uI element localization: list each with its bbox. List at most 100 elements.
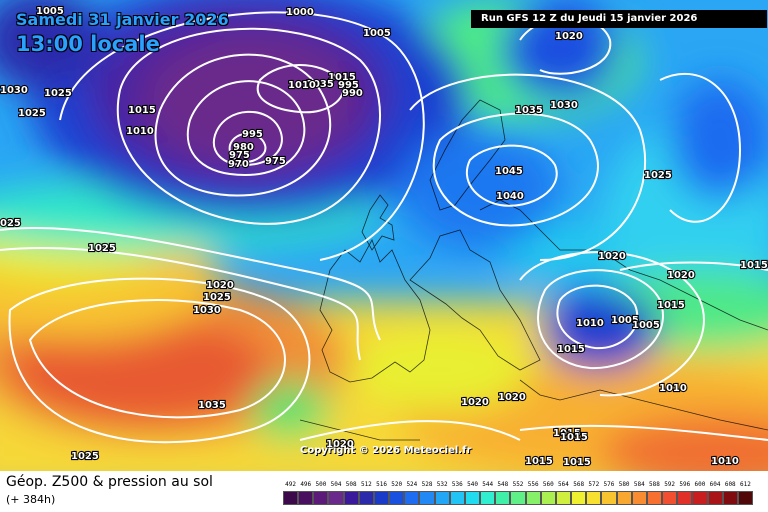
- scale-tick-label: 580: [618, 481, 630, 488]
- scale-tick-label: 560: [542, 481, 554, 488]
- pressure-label: 990: [342, 88, 363, 99]
- pressure-label: 995: [242, 129, 263, 140]
- scale-swatch: [540, 491, 556, 505]
- scale-tick-label: 600: [694, 481, 706, 488]
- copyright-notice: Copyright © 2026 Meteociel.fr: [300, 445, 472, 456]
- scale-swatch: [707, 491, 723, 505]
- scale-swatch: [313, 491, 329, 505]
- pressure-label: 980: [233, 142, 254, 153]
- pressure-label: 975: [265, 156, 286, 167]
- pressure-labels: 1005 1000 1005 1030 1025 1025 1015 1010 …: [0, 5, 768, 469]
- scale-tick-label: 564: [558, 481, 569, 488]
- scale-tick-label: 568: [573, 481, 585, 488]
- scale-swatch: [722, 491, 738, 505]
- pressure-label: 1005: [36, 6, 64, 17]
- pressure-label: 1020: [667, 270, 695, 281]
- pressure-label: 995: [338, 80, 359, 91]
- scale-tick-label: 500: [315, 481, 327, 488]
- pressure-label: 1015: [328, 72, 356, 83]
- pressure-label: 1020: [461, 397, 489, 408]
- scale-swatch: [434, 491, 450, 505]
- scale-swatch: [343, 491, 359, 505]
- scale-tick-label: 532: [436, 481, 448, 488]
- scale-tick-label: 516: [376, 481, 387, 488]
- pressure-label: 1000: [286, 7, 314, 18]
- scale-swatch: [328, 491, 344, 505]
- scale-tick-label: 552: [512, 481, 524, 488]
- pressure-label: 1025: [18, 108, 46, 119]
- scale-swatch: [404, 491, 420, 505]
- scale-tick-label: 556: [527, 481, 539, 488]
- pressure-label: 1020: [326, 439, 354, 450]
- pressure-label: 1020: [598, 251, 626, 262]
- pressure-label: 1010: [711, 456, 739, 467]
- scale-swatch: [586, 491, 602, 505]
- scale-tick-label: 544: [482, 481, 494, 488]
- pressure-label: 1005: [363, 28, 391, 39]
- pressure-label: 1020: [206, 280, 234, 291]
- pressure-label: 1035: [515, 105, 543, 116]
- scale-tick-label: 520: [391, 481, 403, 488]
- scale-tick-label: 604: [709, 481, 721, 488]
- scale-swatch: [616, 491, 632, 505]
- run-info: Run GFS 12 Z du Jeudi 15 janvier 2026: [471, 10, 767, 28]
- scale-swatch: [373, 491, 390, 505]
- scale-tick-label: 492: [285, 481, 296, 488]
- scale-swatch: [555, 491, 572, 505]
- scale-swatch: [283, 491, 299, 505]
- scale-tick-label: 536: [451, 481, 463, 488]
- pressure-label: 025: [0, 218, 21, 229]
- scale-tick-label: 548: [497, 481, 509, 488]
- scale-tick-label: 576: [603, 481, 615, 488]
- forecast-offset: (+ 384h): [6, 493, 56, 506]
- scale-tick-label: 508: [345, 481, 357, 488]
- pressure-label: 1010: [126, 126, 154, 137]
- scale-swatch: [692, 491, 708, 505]
- color-scale: 492 496 500 504 508 512 516 520 524 528 532 536 540 5…: [283, 481, 753, 507]
- pressure-label: 1020: [555, 31, 583, 42]
- pressure-label: 1025: [203, 292, 231, 303]
- forecast-time: 13:00 locale: [16, 32, 160, 56]
- scale-swatch: [677, 491, 693, 505]
- forecast-date: Samedi 31 janvier 2026: [16, 10, 229, 29]
- geopotential-field: 1005 1000 1005 1030 1025 1025 1015 1010 …: [0, 0, 768, 471]
- pressure-label: 1030: [193, 305, 221, 316]
- pressure-label: 1015: [553, 428, 581, 439]
- scale-swatch: [631, 491, 647, 505]
- scale-tick-label: 612: [739, 481, 751, 488]
- pressure-label: 1035: [198, 400, 226, 411]
- scale-tick-label: 592: [664, 481, 676, 488]
- scale-tick-label: 572: [588, 481, 600, 488]
- scale-tick-label: 588: [649, 481, 660, 488]
- scale-tick-label: 596: [679, 481, 691, 488]
- legend-footer: Géop. Z500 & pression au sol (+ 384h) 49…: [0, 471, 768, 512]
- scale-swatch: [480, 491, 496, 505]
- scale-swatch: [464, 491, 481, 505]
- isobars: [0, 11, 768, 444]
- scale-swatch: [419, 491, 435, 505]
- scale-swatch: [646, 491, 663, 505]
- scale-tick-label: 540: [467, 481, 478, 488]
- scale-swatch: [571, 491, 587, 505]
- pressure-label: 1025: [88, 243, 116, 254]
- scale-swatch: [662, 491, 678, 505]
- map-canvas: 1005 1000 1005 1030 1025 1025 1015 1010 …: [0, 0, 768, 471]
- pressure-label: 1015: [657, 300, 685, 311]
- pressure-label: 1015: [525, 456, 553, 467]
- pressure-label: 1045: [495, 166, 523, 177]
- pressure-label: 1015: [560, 432, 588, 443]
- scale-swatch: [449, 491, 465, 505]
- scale-tick-label: 608: [724, 481, 736, 488]
- scale-tick-label: 496: [300, 481, 312, 488]
- scale-tick-label: 584: [633, 481, 645, 488]
- pressure-label: 1020: [498, 392, 526, 403]
- scale-tick-label: 528: [421, 481, 433, 488]
- pressure-label: 1040: [496, 191, 524, 202]
- scale-swatch: [358, 491, 374, 505]
- pressure-label: 1030: [0, 85, 28, 96]
- scale-swatch: [601, 491, 617, 505]
- pressure-label: 1010: [659, 383, 687, 394]
- pressure-label: 1005: [611, 315, 639, 326]
- pressure-label: 1015: [557, 344, 585, 355]
